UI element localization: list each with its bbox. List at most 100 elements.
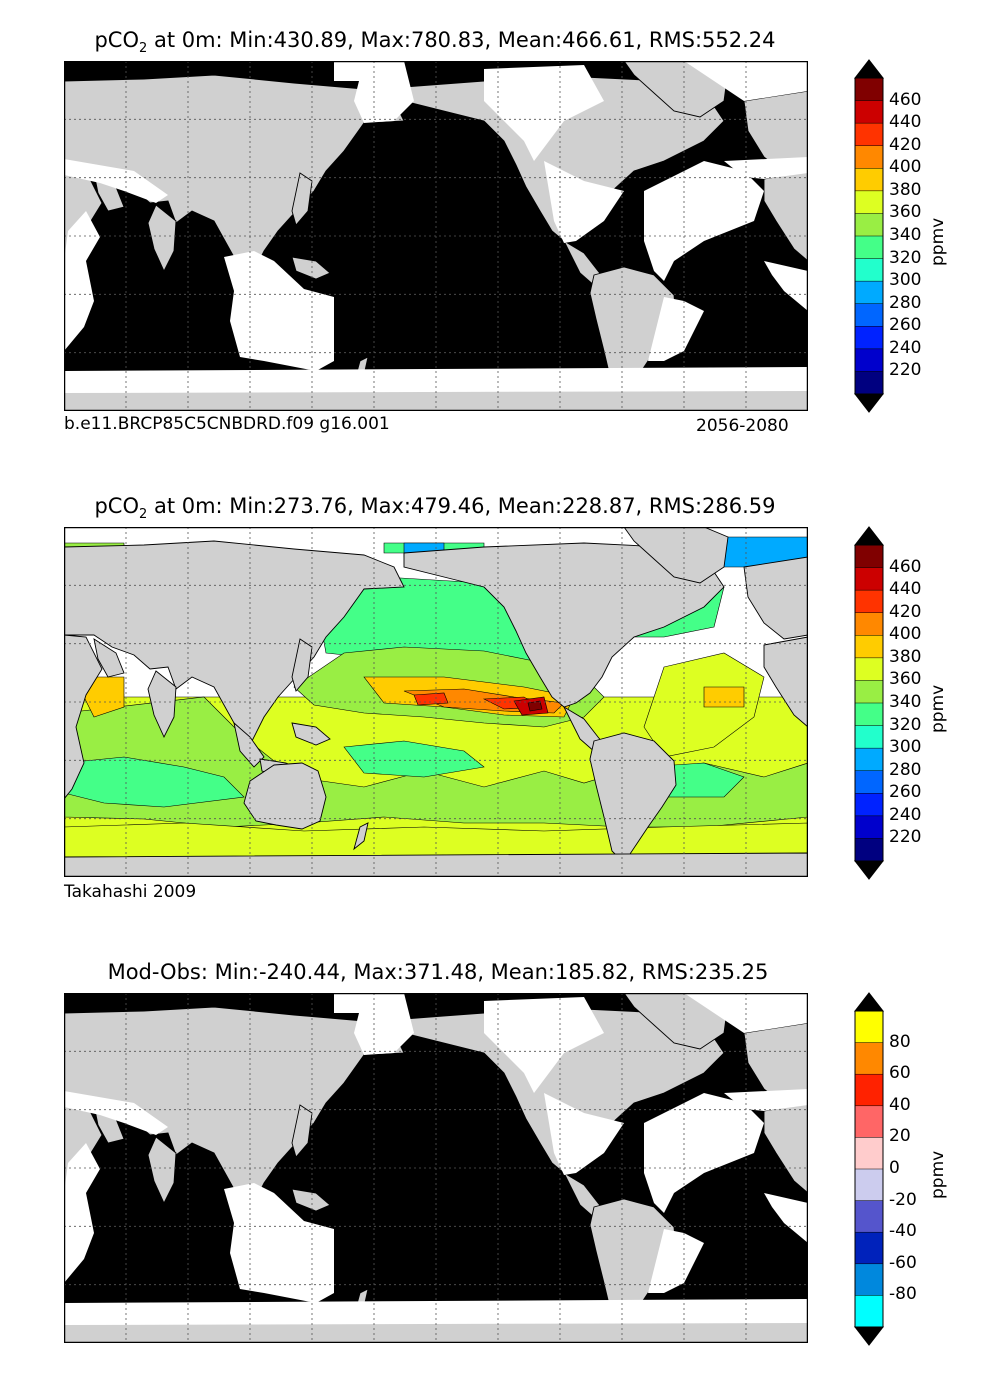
colorbar-tick-label: 360 — [889, 202, 922, 223]
colorbar-over-arrow — [853, 526, 885, 546]
graticule — [64, 61, 808, 411]
colorbar-tick-label: -80 — [889, 1284, 917, 1305]
no-data-area — [644, 1093, 764, 1213]
colorbar-label: ppmv — [928, 1150, 948, 1199]
colorbar-swatch — [854, 1168, 884, 1202]
landmass — [763, 1102, 808, 1194]
colorbar-model — [853, 59, 885, 413]
map-frame — [64, 527, 808, 877]
colorbar-tick-label: 400 — [889, 157, 922, 178]
colorbar-swatch — [854, 589, 884, 614]
colorbar-swatch — [854, 1263, 884, 1297]
no-data-area — [334, 61, 364, 81]
landmass — [147, 1136, 177, 1205]
colorbar-svg — [853, 526, 885, 880]
no-data-area — [644, 161, 764, 281]
colorbar-swatch — [854, 168, 884, 192]
colorbar-swatch — [854, 280, 884, 305]
colorbar-tick-label: 280 — [889, 759, 922, 780]
landmass — [291, 638, 313, 692]
colorbar-tick-label: 460 — [889, 89, 922, 110]
colorbar-swatch — [854, 326, 884, 350]
landmass — [233, 721, 265, 768]
no-data-area — [354, 61, 414, 123]
no-data-area — [64, 1091, 168, 1135]
colorbar-swatch — [854, 680, 884, 704]
no-data-area — [224, 251, 334, 371]
colorbar-swatch — [854, 1010, 884, 1044]
colorbar-outline — [854, 1010, 884, 1328]
no-data-area — [724, 157, 808, 179]
colorbar-swatch — [854, 213, 884, 237]
graticule — [64, 527, 808, 877]
landmass — [623, 527, 729, 584]
colorbar-swatch — [854, 371, 884, 395]
colorbar-swatch — [854, 1295, 884, 1328]
colorbar-tick-label: 80 — [889, 1031, 911, 1052]
landmass — [147, 204, 177, 273]
colorbar-svg — [853, 992, 885, 1346]
colorbar-tick-label: 440 — [889, 579, 922, 600]
colorbar-tick-label: -40 — [889, 1221, 917, 1242]
panel-title: pCO2 at 0m: Min:430.89, Max:780.83, Mean… — [94, 28, 776, 57]
landmass — [291, 722, 331, 746]
colorbar-tick-label: 220 — [889, 360, 922, 381]
period-label: 2056-2080 — [696, 416, 789, 436]
colorbar-swatch — [854, 1231, 884, 1265]
landmass — [291, 172, 313, 226]
graticule — [64, 993, 808, 1343]
colorbar-swatch — [854, 657, 884, 682]
colorbar-swatch — [854, 190, 884, 215]
colorbar-swatch — [854, 838, 884, 862]
no-data-area — [544, 161, 624, 243]
landmass — [291, 256, 331, 280]
colorbar-tick-label: 340 — [889, 692, 922, 712]
colorbar-tick-label: 360 — [889, 669, 922, 690]
colorbar-swatch — [854, 258, 884, 282]
no-data-area — [354, 993, 414, 1055]
colorbar-swatch — [854, 1073, 884, 1107]
colorbar-under-arrow — [853, 393, 885, 413]
case-name-label: b.e11.BRCP85C5CNBDRD.f09 g16.001 — [64, 414, 390, 434]
colorbar-swatch — [854, 544, 884, 569]
colorbar-tick-label: 320 — [889, 247, 922, 268]
colorbar-tick-label: 380 — [889, 179, 922, 200]
landmass — [743, 556, 808, 640]
no-data-area — [64, 211, 100, 351]
contour-band — [527, 700, 543, 712]
colorbar-tick-label: 60 — [889, 1063, 911, 1084]
colorbar-swatch — [854, 612, 884, 637]
no-data-area — [648, 1229, 704, 1293]
colorbar-tick-label: 300 — [889, 270, 922, 291]
colorbar-tick-label: 240 — [889, 337, 922, 358]
colorbar-over-arrow — [853, 59, 885, 79]
colorbar-tick-label: 460 — [889, 556, 922, 577]
landmass — [291, 1188, 331, 1212]
colorbar-tick-label: 340 — [889, 225, 922, 245]
colorbar-swatch — [854, 1200, 884, 1233]
colorbar-tick-label: 380 — [889, 646, 922, 667]
landmass — [147, 670, 177, 739]
colorbar-swatch — [854, 1137, 884, 1170]
colorbar-outline — [854, 544, 884, 862]
landmass — [763, 170, 808, 262]
land-layer — [64, 61, 808, 411]
colorbar-tick-label: 0 — [889, 1158, 900, 1178]
no-data-area — [764, 261, 808, 311]
landmass — [763, 636, 808, 728]
map-obs — [64, 527, 808, 877]
colorbar-label: ppmv — [928, 217, 948, 266]
colorbar-swatch — [854, 702, 884, 727]
colorbar-swatch — [854, 1105, 884, 1139]
colorbar-tick-label: 220 — [889, 827, 922, 848]
contour-band — [413, 692, 449, 706]
colorbar-tick-label: 240 — [889, 804, 922, 825]
landmass — [64, 634, 103, 800]
colorbar-tick-label: 300 — [889, 737, 922, 758]
no-data-area — [334, 993, 364, 1013]
colorbar-tick-label: -20 — [889, 1189, 917, 1210]
no-data-area — [724, 1089, 808, 1111]
colorbar-swatch — [854, 815, 884, 840]
colorbar-tick-label: 280 — [889, 292, 922, 313]
landmass — [291, 1104, 313, 1158]
